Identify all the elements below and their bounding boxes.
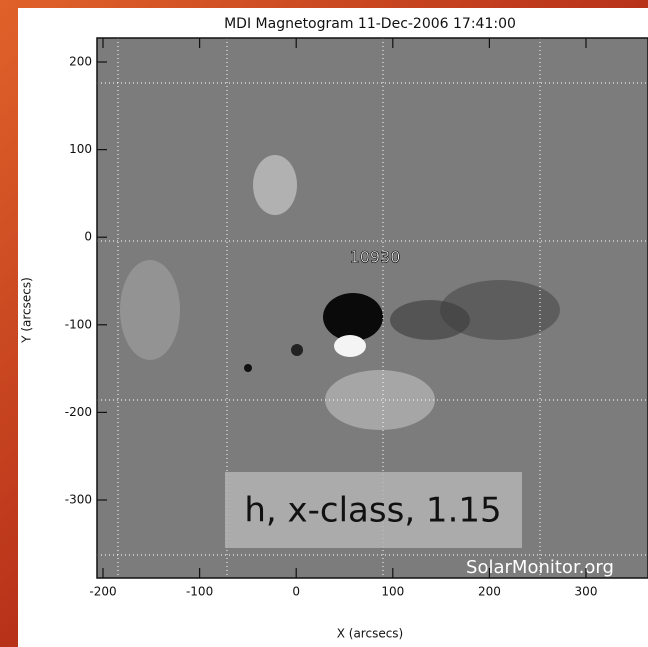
x-tick-label: 300: [575, 585, 598, 599]
caption: h, x-class, 1.15: [244, 491, 501, 531]
x-tick-label: 100: [381, 585, 404, 599]
x-tick-label: 0: [292, 585, 300, 599]
y-tick-label: -200: [65, 405, 92, 419]
x-axis-label: X (arcsecs): [337, 627, 404, 641]
y-tick-label: 100: [69, 142, 92, 156]
x-tick-label: 200: [478, 585, 501, 599]
x-tick-label: -200: [89, 585, 116, 599]
region-label: 10930: [350, 248, 401, 267]
y-tick-label: 0: [84, 230, 92, 244]
title: MDI Magnetogram 11-Dec-2006 17:41:00: [224, 16, 516, 32]
y-tick-label: 200: [69, 55, 92, 69]
y-tick-label: -300: [65, 493, 92, 507]
screenshot: MDI Magnetogram 11-Dec-2006 17:41:00 109…: [0, 0, 648, 647]
y-tick-label: -100: [65, 317, 92, 331]
x-tick-label: -100: [186, 585, 213, 599]
y-axis-label: Y (arcsecs): [20, 277, 34, 344]
watermark: SolarMonitor.org: [466, 557, 614, 578]
